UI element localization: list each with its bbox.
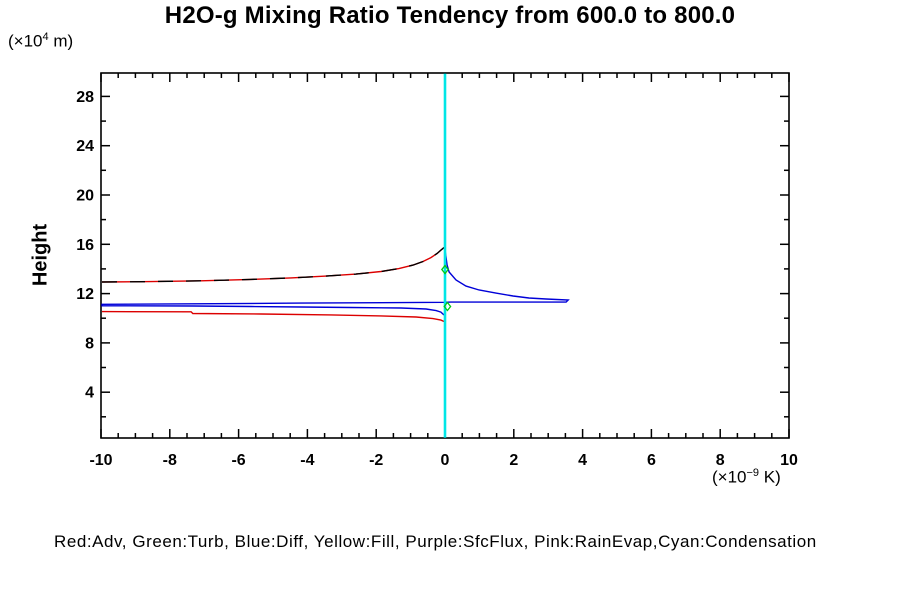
y-tick-label: 12 bbox=[76, 286, 94, 303]
series-adv-line bbox=[101, 247, 445, 283]
y-tick-label: 16 bbox=[76, 237, 94, 254]
x-tick-label: 6 bbox=[647, 452, 656, 469]
y-tick-label: 28 bbox=[76, 89, 94, 106]
x-tick-label: -6 bbox=[231, 452, 245, 469]
x-tick-label: 10 bbox=[780, 452, 798, 469]
x-unit-prefix: (×10 bbox=[712, 467, 747, 487]
x-tick-label: -4 bbox=[300, 452, 314, 469]
y-axis-unit-label: (×104 m) bbox=[8, 31, 73, 52]
x-tick-label: -2 bbox=[369, 452, 383, 469]
x-tick-label: -8 bbox=[163, 452, 177, 469]
x-tick-label: -10 bbox=[89, 452, 112, 469]
x-tick-label: 4 bbox=[578, 452, 587, 469]
x-unit-exponent: −9 bbox=[746, 467, 760, 479]
x-unit-suffix: K) bbox=[759, 467, 781, 487]
y-unit-exponent: 4 bbox=[42, 31, 49, 43]
turb-marker-diamond bbox=[443, 301, 452, 312]
y-tick-label: 8 bbox=[85, 335, 94, 352]
legend-text: Red:Adv, Green:Turb, Blue:Diff, Yellow:F… bbox=[54, 532, 817, 551]
y-unit-suffix: m) bbox=[48, 31, 74, 51]
x-axis-unit-label: (×10−9 K) bbox=[712, 467, 781, 488]
chart-title: H2O-g Mixing Ratio Tendency from 600.0 t… bbox=[164, 2, 736, 29]
y-tick-label: 20 bbox=[76, 188, 94, 205]
series-adv-line bbox=[101, 310, 445, 323]
x-tick-label: 0 bbox=[441, 452, 450, 469]
series-diff-line bbox=[101, 251, 570, 316]
x-tick-label: 8 bbox=[716, 452, 725, 469]
x-tick-label: 2 bbox=[509, 452, 518, 469]
turb-marker-diamond bbox=[440, 264, 450, 275]
y-tick-label: 24 bbox=[76, 138, 94, 155]
y-unit-prefix: (×10 bbox=[8, 31, 43, 51]
series-black-dashed-overlay-line bbox=[101, 247, 445, 283]
y-tick-label: 4 bbox=[85, 385, 94, 402]
